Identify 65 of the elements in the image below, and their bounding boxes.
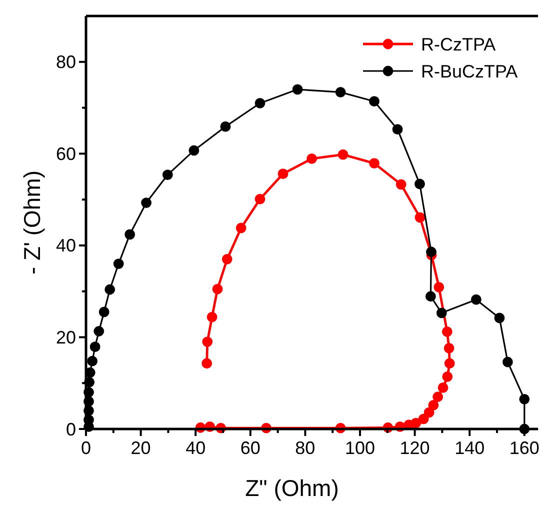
point [236,222,246,234]
point [502,356,513,368]
point [369,96,380,107]
point [494,312,505,324]
point [254,194,266,204]
point [392,124,403,135]
x-axis-title: Z" (Ohm) [245,475,339,501]
point [519,394,530,404]
point [254,98,266,108]
point [438,382,448,393]
point [222,254,232,264]
y-tick-label: 60 [56,144,76,164]
point [426,246,436,258]
point [434,282,444,292]
point [292,84,303,95]
point [396,179,406,190]
point [425,291,436,302]
point [414,212,426,223]
point [212,284,223,294]
y-tick-label: 40 [56,236,76,256]
point [414,178,425,190]
point [436,308,447,318]
x-tick-label: 80 [295,438,316,458]
x-tick-label: 160 [509,438,540,458]
point [432,392,444,402]
point [424,407,434,418]
point [87,356,98,366]
legend-label: R-BuCzTPA [421,61,518,82]
point [444,343,454,354]
point [104,284,116,295]
point [306,154,317,164]
point [206,312,218,322]
x-tick-label: 100 [344,438,376,458]
x-tick-label: 40 [186,438,206,458]
y-tick-label: 80 [56,52,76,72]
point [442,371,453,382]
x-tick-label: 60 [240,438,260,458]
point [369,158,380,169]
y-tick-label: 0 [66,419,76,440]
point [162,170,173,180]
point [141,198,152,208]
point [442,326,452,337]
legend-label: R-CzTPA [421,34,496,54]
x-tick-label: 120 [400,438,430,458]
y-tick-label: 20 [56,328,76,348]
point [428,400,439,410]
point [90,342,100,352]
x-tick-label: 140 [454,438,485,458]
point [202,358,212,369]
y-axis-title: - Z' (Ohm) [19,170,45,275]
point [444,358,455,369]
point [202,336,213,348]
point [94,326,104,336]
point [338,149,348,160]
point [278,168,288,180]
x-tick-label: 0 [80,438,92,458]
point [335,86,346,98]
point [410,418,422,428]
point [113,258,124,269]
point [98,306,110,318]
point [220,121,231,132]
x-tick-label: 20 [130,438,151,458]
point [188,145,200,156]
point [124,229,136,240]
point [470,294,482,305]
